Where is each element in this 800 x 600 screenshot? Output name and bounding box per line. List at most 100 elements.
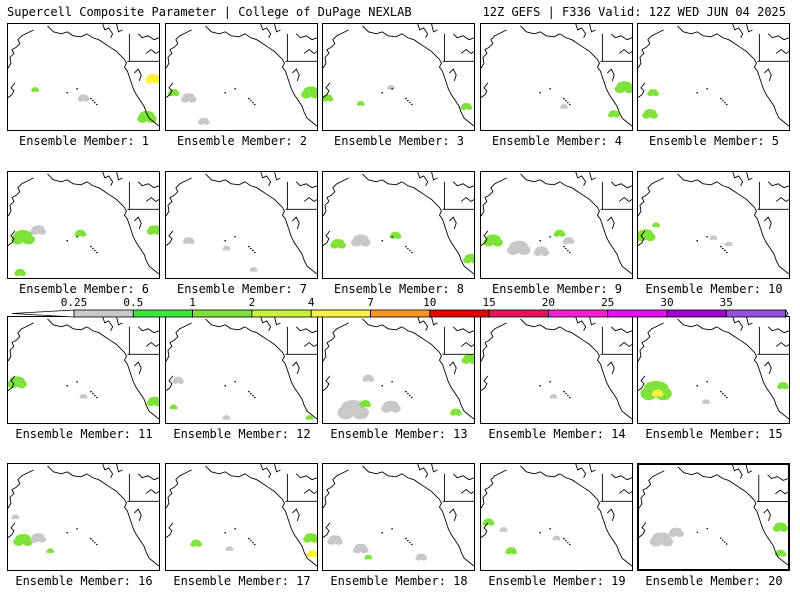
- coastline: [137, 181, 159, 189]
- scp-contour: [188, 239, 195, 245]
- coastline: [764, 68, 772, 82]
- ensemble-member-label: Ensemble Member: 7: [176, 282, 308, 296]
- coastline: [449, 508, 457, 522]
- island: [407, 247, 409, 250]
- ensemble-panel-8[interactable]: [322, 171, 475, 279]
- scp-contour: [173, 91, 180, 97]
- ensemble-panel-12[interactable]: [165, 316, 318, 424]
- ensemble-panel-5[interactable]: [637, 23, 790, 131]
- ensemble-panel-6[interactable]: [7, 171, 160, 279]
- scp-contour: [503, 528, 508, 532]
- ensemble-panel-17[interactable]: [165, 463, 318, 571]
- scp-contour: [22, 537, 33, 546]
- island: [391, 87, 393, 90]
- ensemble-panel-3[interactable]: [322, 23, 475, 131]
- scp-contour: [559, 231, 566, 237]
- island: [94, 101, 96, 104]
- coastline: [460, 488, 474, 494]
- coastline: [559, 33, 632, 127]
- coastline: [716, 326, 789, 420]
- coastline: [431, 24, 438, 33]
- island: [725, 543, 728, 545]
- island: [722, 392, 724, 395]
- island: [254, 396, 256, 399]
- island: [407, 539, 409, 542]
- island: [706, 527, 708, 530]
- coastline: [481, 29, 507, 69]
- island: [569, 543, 571, 546]
- scp-contour: [37, 536, 47, 543]
- scp-contour: [153, 228, 159, 235]
- ensemble-panel-19[interactable]: [480, 463, 633, 571]
- island: [724, 394, 726, 397]
- colorbar-swatch: [607, 309, 668, 318]
- ensemble-panel-4[interactable]: [480, 23, 633, 131]
- coastline: [449, 68, 457, 82]
- colorbar-swatch: [73, 309, 134, 318]
- scp-contour: [229, 547, 234, 552]
- island: [723, 541, 726, 543]
- coastline: [86, 33, 159, 127]
- ensemble-panel-16[interactable]: [7, 463, 160, 571]
- island: [252, 541, 254, 544]
- coastline: [145, 341, 159, 347]
- ensemble-member-label: Ensemble Member: 9: [491, 282, 623, 296]
- coastline: [716, 474, 788, 566]
- coastline: [8, 230, 16, 246]
- coastline: [746, 24, 753, 33]
- scp-contour: [556, 537, 561, 541]
- coastline: [431, 464, 438, 473]
- ensemble-panel-14[interactable]: [480, 316, 633, 424]
- coastline: [274, 172, 281, 181]
- scp-contour: [660, 536, 673, 547]
- island: [721, 539, 724, 541]
- island: [720, 390, 722, 393]
- ensemble-panel-9[interactable]: [480, 171, 633, 279]
- coastline: [8, 82, 16, 98]
- coastline: [639, 470, 665, 509]
- coastline: [575, 317, 587, 331]
- island: [250, 99, 252, 102]
- coastline: [323, 29, 349, 69]
- island: [94, 394, 96, 397]
- panel-map: [8, 464, 159, 567]
- coastline: [610, 326, 632, 334]
- coastline: [260, 317, 272, 331]
- scp-contour: [367, 376, 375, 382]
- scp-contour: [327, 96, 334, 102]
- coastline: [86, 473, 159, 567]
- coastline: [274, 317, 281, 326]
- coastline: [303, 196, 317, 202]
- island: [391, 527, 393, 530]
- island: [706, 380, 708, 383]
- colorbar-tick-label: 0.5: [123, 296, 144, 309]
- coastline: [244, 473, 317, 567]
- scp-contour: [655, 223, 661, 228]
- ensemble-panel-1[interactable]: [7, 23, 160, 131]
- ensemble-panel-18[interactable]: [322, 463, 475, 571]
- coastline: [449, 361, 457, 375]
- coastline: [137, 33, 159, 41]
- ensemble-panel-13[interactable]: [322, 316, 475, 424]
- ensemble-panel-20[interactable]: [637, 463, 790, 571]
- coastline: [520, 173, 561, 186]
- ensemble-panel-11[interactable]: [7, 316, 160, 424]
- island: [539, 91, 542, 94]
- island: [409, 101, 411, 104]
- island: [549, 87, 551, 90]
- coastline: [295, 181, 317, 189]
- island: [76, 380, 78, 383]
- scp-contour: [15, 515, 20, 520]
- island: [381, 531, 384, 534]
- colorbar-swatch: [488, 309, 549, 318]
- ensemble-panel-10[interactable]: [637, 171, 790, 279]
- ensemble-panel-15[interactable]: [637, 316, 790, 424]
- island: [90, 390, 92, 393]
- island: [409, 249, 411, 252]
- ensemble-panel-2[interactable]: [165, 23, 318, 131]
- colorbar-below-min-triangle: [11, 309, 75, 318]
- ensemble-panel-7[interactable]: [165, 171, 318, 279]
- island: [726, 103, 728, 106]
- coastline: [417, 172, 429, 186]
- coastline: [166, 469, 192, 509]
